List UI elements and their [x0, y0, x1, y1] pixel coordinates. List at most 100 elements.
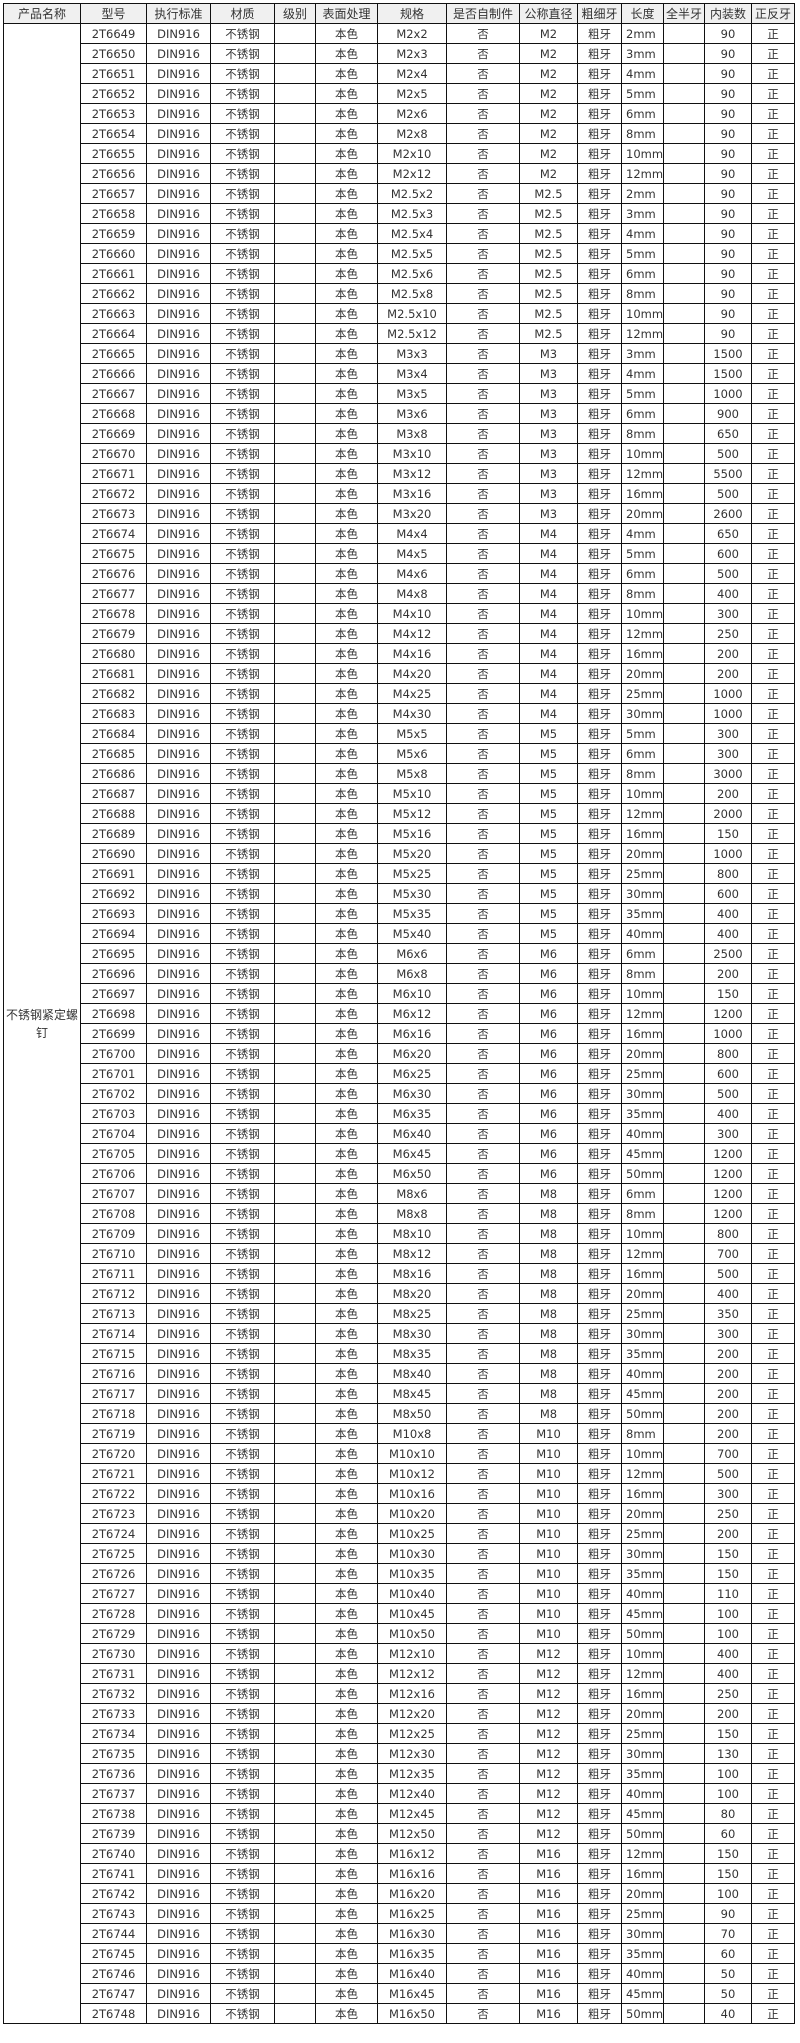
cell-spec: M8x30: [377, 1323, 447, 1344]
cell-thread-direction: 正: [751, 503, 795, 524]
cell-self-made: 否: [446, 63, 520, 84]
cell-surface-finish: 本色: [315, 543, 378, 564]
cell-grade: [274, 883, 316, 904]
cell-material: 不锈钢: [210, 263, 275, 284]
cell-grade: [274, 1123, 316, 1144]
cell-standard: DIN916: [146, 1483, 211, 1504]
cell-grade: [274, 203, 316, 224]
cell-model: 2T6745: [80, 1943, 147, 1964]
cell-self-made: 否: [446, 1323, 520, 1344]
cell-thread-pitch: 粗牙: [577, 1883, 622, 1904]
cell-thread-pitch: 粗牙: [577, 1743, 622, 1764]
cell-self-made: 否: [446, 403, 520, 424]
cell-nominal-diameter: M10: [519, 1443, 578, 1464]
table-row: 2T6746 DIN916 不锈钢 本色 M16x40 否 M16 粗牙 40mm 50 正: [4, 1963, 795, 1984]
cell-thread-direction: 正: [751, 1283, 795, 1304]
cell-self-made: 否: [446, 503, 520, 524]
cell-self-made: 否: [446, 943, 520, 964]
cell-pack-quantity: 2600: [704, 503, 752, 524]
cell-pack-quantity: 400: [704, 903, 752, 924]
table-row: 2T6692 DIN916 不锈钢 本色 M5x30 否 M5 粗牙 30mm 600 正: [4, 883, 795, 904]
cell-thread-pitch: 粗牙: [577, 1423, 622, 1444]
cell-material: 不锈钢: [210, 1103, 275, 1124]
cell-length: 10mm: [621, 603, 664, 624]
cell-surface-finish: 本色: [315, 1663, 378, 1684]
cell-model: 2T6692: [80, 883, 147, 904]
cell-length: 16mm: [621, 643, 664, 664]
cell-standard: DIN916: [146, 1963, 211, 1984]
cell-surface-finish: 本色: [315, 243, 378, 264]
cell-standard: DIN916: [146, 1723, 211, 1744]
cell-model: 2T6689: [80, 823, 147, 844]
cell-material: 不锈钢: [210, 1543, 275, 1564]
cell-model: 2T6720: [80, 1443, 147, 1464]
cell-nominal-diameter: M8: [519, 1383, 578, 1404]
cell-nominal-diameter: M10: [519, 1623, 578, 1644]
cell-nominal-diameter: M2: [519, 63, 578, 84]
cell-standard: DIN916: [146, 1783, 211, 1804]
cell-length: 25mm: [621, 863, 664, 884]
cell-thread-length: [663, 723, 705, 744]
cell-standard: DIN916: [146, 363, 211, 384]
cell-thread-length: [663, 703, 705, 724]
cell-length: 12mm: [621, 1243, 664, 1264]
cell-grade: [274, 543, 316, 564]
cell-pack-quantity: 800: [704, 1043, 752, 1064]
cell-thread-pitch: 粗牙: [577, 1663, 622, 1684]
table-row: 2T6742 DIN916 不锈钢 本色 M16x20 否 M16 粗牙 20mm 100 正: [4, 1883, 795, 1904]
cell-nominal-diameter: M3: [519, 423, 578, 444]
cell-thread-length: [663, 123, 705, 144]
cell-surface-finish: 本色: [315, 1043, 378, 1064]
table-row: 不锈钢紧定螺钉 2T6649 DIN916 不锈钢 本色 M2x2 否 M2 粗牙 2mm 90 正: [3, 23, 795, 2024]
cell-length: 12mm: [621, 163, 664, 184]
table-row: 2T6725 DIN916 不锈钢 本色 M10x30 否 M10 粗牙 30mm 150 正: [4, 1543, 795, 1564]
cell-spec: M6x35: [377, 1103, 447, 1124]
cell-pack-quantity: 650: [704, 523, 752, 544]
cell-model: 2T6686: [80, 763, 147, 784]
cell-length: 20mm: [621, 1503, 664, 1524]
cell-nominal-diameter: M5: [519, 823, 578, 844]
cell-grade: [274, 563, 316, 584]
cell-spec: M8x6: [377, 1183, 447, 1204]
cell-standard: DIN916: [146, 1223, 211, 1244]
cell-standard: DIN916: [146, 1343, 211, 1364]
cell-nominal-diameter: M6: [519, 1003, 578, 1024]
cell-surface-finish: 本色: [315, 963, 378, 984]
cell-length: 10mm: [621, 1643, 664, 1664]
cell-length: 12mm: [621, 463, 664, 484]
cell-thread-length: [663, 443, 705, 464]
cell-spec: M2x8: [377, 123, 447, 144]
cell-self-made: 否: [446, 183, 520, 204]
cell-grade: [274, 763, 316, 784]
cell-grade: [274, 123, 316, 144]
table-row: 2T6705 DIN916 不锈钢 本色 M6x45 否 M6 粗牙 45mm 1200 正: [4, 1143, 795, 1164]
cell-standard: DIN916: [146, 1203, 211, 1224]
cell-surface-finish: 本色: [315, 1403, 378, 1424]
cell-material: 不锈钢: [210, 283, 275, 304]
cell-surface-finish: 本色: [315, 503, 378, 524]
cell-self-made: 否: [446, 1223, 520, 1244]
cell-thread-pitch: 粗牙: [577, 1163, 622, 1184]
cell-thread-direction: 正: [751, 683, 795, 704]
cell-thread-direction: 正: [751, 563, 795, 584]
cell-length: 20mm: [621, 1703, 664, 1724]
cell-surface-finish: 本色: [315, 663, 378, 684]
cell-grade: [274, 1383, 316, 1404]
cell-surface-finish: 本色: [315, 1543, 378, 1564]
cell-nominal-diameter: M4: [519, 623, 578, 644]
cell-nominal-diameter: M16: [519, 1943, 578, 1964]
cell-grade: [274, 623, 316, 644]
cell-thread-length: [663, 1923, 705, 1944]
cell-thread-pitch: 粗牙: [577, 103, 622, 124]
cell-surface-finish: 本色: [315, 783, 378, 804]
cell-material: 不锈钢: [210, 1183, 275, 1204]
cell-length: 40mm: [621, 923, 664, 944]
table-row: 2T6739 DIN916 不锈钢 本色 M12x50 否 M12 粗牙 50mm 60 正: [4, 1823, 795, 1844]
cell-grade: [274, 1983, 316, 2004]
cell-thread-direction: 正: [751, 103, 795, 124]
cell-thread-length: [663, 783, 705, 804]
cell-thread-direction: 正: [751, 983, 795, 1004]
cell-standard: DIN916: [146, 1263, 211, 1284]
cell-standard: DIN916: [146, 1043, 211, 1064]
cell-standard: DIN916: [146, 1103, 211, 1124]
